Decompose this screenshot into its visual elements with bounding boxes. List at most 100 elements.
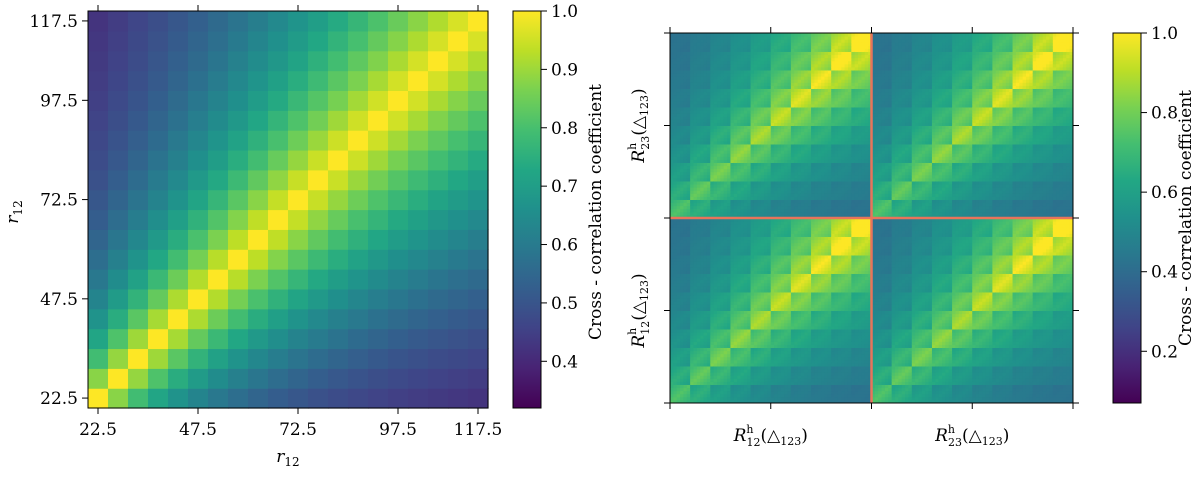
heatmap-cell [710,399,715,404]
heatmap-cell [308,328,329,350]
heatmap-cell [673,332,678,336]
heatmap-cell [750,162,755,167]
heatmap-cell [696,310,701,315]
heatmap-cell [750,298,755,302]
heatmap-cell [680,113,684,117]
heatmap-cell [717,168,721,173]
heatmap-cell [747,79,752,83]
heatmap-cell [737,353,742,358]
heatmap-cell [760,384,765,389]
heatmap-cell [690,264,695,268]
heatmap-cell [760,233,765,237]
heatmap-cell [767,174,772,179]
heatmap-cell [693,319,698,324]
heatmap-cell [703,288,708,293]
heatmap-cell [680,298,684,302]
heatmap-cell [774,233,778,237]
heatmap-cell [770,224,775,228]
heatmap-cell [753,51,758,56]
heatmap-cell [753,255,758,259]
heatmap-cell [750,267,755,271]
heatmap-cell [676,187,681,191]
heatmap-cell [784,279,789,284]
heatmap-cell [787,387,792,392]
heatmap-cell [743,51,748,56]
heatmap-cell [720,396,725,401]
heatmap-cell [747,48,752,52]
heatmap-cell [777,338,782,342]
heatmap-cell [794,251,799,256]
heatmap-cell [743,94,748,99]
heatmap-cell [696,258,701,262]
heatmap-cell [790,165,795,170]
heatmap-cell [693,347,698,352]
heatmap-cell [700,51,705,56]
heatmap-cell [757,270,762,274]
heatmap-cell [780,150,785,154]
heatmap-cell [683,245,688,250]
heatmap-cell [670,295,674,299]
heatmap-cell [680,384,684,389]
heatmap-cell [733,131,738,136]
heatmap-cell [703,103,708,108]
heatmap-cell [787,156,792,160]
heatmap-cell [777,208,782,213]
heatmap-cell [686,359,691,364]
heatmap-cell [743,116,748,120]
heatmap-cell [764,177,768,182]
heatmap-cell [757,325,762,330]
heatmap-cell [676,313,681,318]
heatmap-cell [690,295,695,299]
heatmap-cell [717,396,721,401]
heatmap-cell [428,50,449,72]
heatmap-cell [368,328,389,350]
heatmap-cell [706,202,711,207]
heatmap-cell [727,264,731,268]
heatmap-cell [787,100,792,105]
heatmap-cell [743,48,748,52]
heatmap-cell [676,251,681,256]
heatmap-cell [730,103,735,108]
heatmap-cell [727,298,731,302]
heatmap-cell [723,378,728,382]
heatmap-cell [706,393,711,398]
heatmap-cell [713,39,718,43]
heatmap-cell [696,236,701,241]
heatmap-cell [770,307,775,311]
heatmap-cell [686,353,691,358]
heatmap-cell [767,316,772,321]
heatmap-cell [780,347,785,352]
heatmap-cell [794,307,799,311]
heatmap-cell [787,144,792,148]
heatmap-cell [780,236,785,241]
heatmap-cell [780,147,785,151]
heatmap-cell [733,66,738,71]
heatmap-cell [700,224,705,228]
heatmap-cell [777,396,782,401]
heatmap-cell [774,103,778,108]
heatmap-cell [777,79,782,83]
heatmap-cell [676,171,681,176]
heatmap-cell [733,159,738,163]
heatmap-cell [753,103,758,108]
heatmap-cell [703,295,708,299]
heatmap-cell [757,57,762,62]
heatmap-cell [723,251,728,256]
heatmap-cell [787,54,792,59]
heatmap-cell [777,276,782,281]
heatmap-cell [686,387,691,392]
heatmap-cell [268,209,289,230]
heatmap-cell [743,110,748,114]
heatmap-cell [743,276,748,281]
heatmap-cell [717,165,721,170]
heatmap-cell [683,230,688,234]
heatmap-cell [686,227,691,231]
heatmap-cell [737,134,742,139]
heatmap-cell [713,384,718,389]
heatmap-cell [703,218,708,222]
heatmap-cell [787,48,792,52]
heatmap-cell [673,251,678,256]
heatmap-cell [753,396,758,401]
heatmap-cell [733,107,738,111]
heatmap-cell [764,248,768,253]
